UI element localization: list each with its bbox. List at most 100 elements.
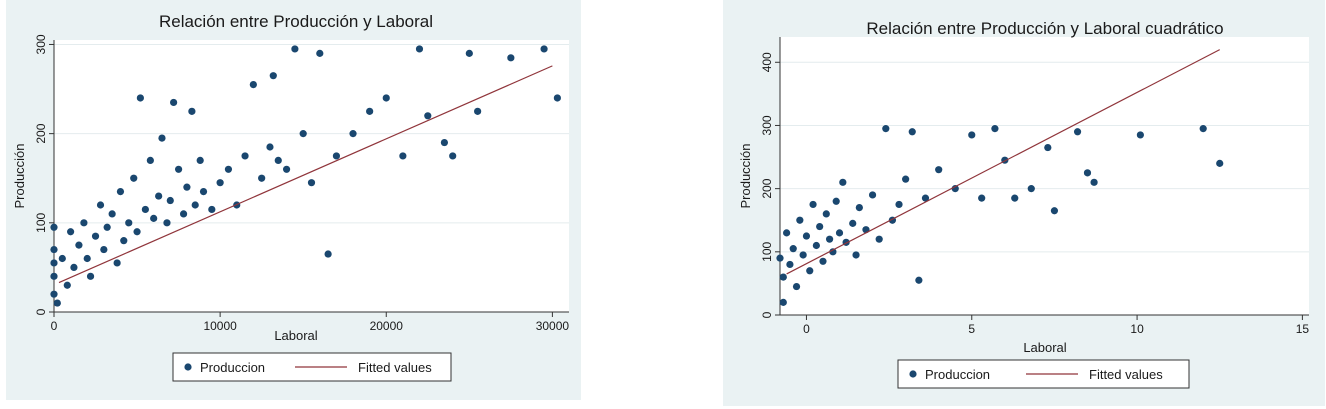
data-point bbox=[67, 228, 75, 236]
data-point bbox=[1027, 185, 1035, 193]
data-point bbox=[1044, 143, 1052, 152]
left-scatter-chart: 0 100 200 300 0 10000 20000 30000 Relación entre… bbox=[12, 12, 570, 382]
data-point bbox=[474, 107, 482, 115]
data-point bbox=[282, 165, 291, 173]
data-point bbox=[507, 54, 515, 62]
data-point bbox=[266, 143, 274, 151]
data-point bbox=[224, 165, 233, 173]
data-point bbox=[968, 131, 976, 139]
x-tick-label: 15 bbox=[1296, 322, 1310, 336]
data-point bbox=[86, 272, 95, 280]
data-point bbox=[50, 259, 58, 267]
data-point bbox=[1136, 131, 1144, 139]
data-point bbox=[895, 200, 903, 209]
data-point bbox=[935, 166, 943, 174]
legend-box bbox=[897, 359, 1190, 389]
data-point bbox=[183, 183, 191, 191]
data-point bbox=[465, 49, 473, 57]
data-point bbox=[208, 205, 216, 214]
data-point bbox=[1090, 178, 1098, 186]
y-tick-label: 100 bbox=[34, 212, 48, 232]
right-scatter-chart: 0 100 200 300 400 0 5 10 15 Relación entre Produc… bbox=[738, 19, 1310, 389]
data-point bbox=[366, 107, 374, 115]
y-tick-label: 300 bbox=[34, 34, 48, 54]
y-tick-label: 300 bbox=[760, 115, 774, 135]
data-point bbox=[166, 196, 174, 205]
x-tick-label: 0 bbox=[803, 322, 810, 336]
plot-area bbox=[780, 37, 1309, 315]
data-point bbox=[50, 272, 58, 280]
data-point bbox=[868, 191, 877, 199]
data-point bbox=[779, 273, 787, 281]
data-point bbox=[249, 80, 257, 89]
right-chart-panel: 0 100 200 300 400 0 5 10 15 Relación entre Produc… bbox=[723, 0, 1325, 406]
data-point bbox=[53, 299, 61, 307]
data-point bbox=[58, 254, 66, 263]
data-point bbox=[792, 282, 801, 291]
data-point bbox=[829, 248, 837, 256]
y-tick-label: 200 bbox=[760, 178, 774, 198]
data-point bbox=[852, 251, 860, 259]
data-point bbox=[136, 94, 144, 102]
x-axis-label: Laboral bbox=[1023, 340, 1066, 355]
data-point bbox=[103, 223, 111, 231]
data-point bbox=[332, 152, 341, 160]
data-point bbox=[789, 245, 797, 253]
y-tick-label: 400 bbox=[760, 52, 774, 72]
data-point bbox=[796, 216, 804, 224]
data-point bbox=[799, 251, 807, 259]
data-point bbox=[978, 194, 986, 202]
data-point bbox=[241, 152, 249, 160]
left-chart-panel: 0 100 200 300 0 10000 20000 30000 Relación entre… bbox=[6, 0, 581, 400]
data-point bbox=[120, 237, 128, 245]
data-point bbox=[779, 298, 787, 306]
data-point bbox=[835, 229, 844, 237]
data-point bbox=[50, 245, 58, 254]
data-point bbox=[849, 219, 857, 227]
data-point bbox=[816, 222, 824, 231]
y-tick-label: 0 bbox=[760, 311, 774, 318]
data-point bbox=[130, 174, 138, 182]
data-point bbox=[258, 174, 266, 182]
legend-marker-produccion bbox=[909, 370, 917, 378]
fitted-line bbox=[58, 65, 553, 284]
legend: Produccion Fitted values bbox=[172, 352, 452, 382]
x-tick-label: 10000 bbox=[203, 319, 237, 333]
data-point bbox=[116, 188, 125, 196]
y-axis-label: Producción bbox=[738, 143, 753, 208]
data-point bbox=[50, 223, 58, 231]
data-point bbox=[783, 229, 791, 237]
data-point bbox=[1199, 125, 1207, 133]
y-tick-label: 100 bbox=[760, 241, 774, 261]
data-point bbox=[75, 241, 83, 249]
data-point bbox=[158, 134, 166, 142]
data-point bbox=[449, 152, 457, 160]
data-point bbox=[199, 188, 208, 196]
x-tick-label: 30000 bbox=[536, 319, 570, 333]
data-point bbox=[832, 197, 840, 205]
data-point bbox=[70, 263, 78, 272]
data-point bbox=[540, 45, 548, 53]
data-point bbox=[921, 194, 930, 202]
data-point bbox=[825, 235, 834, 243]
x-axis-label: Laboral bbox=[274, 328, 317, 343]
data-point bbox=[141, 205, 149, 214]
data-point bbox=[196, 156, 204, 164]
data-point bbox=[819, 257, 827, 265]
legend-label-fitted: Fitted values bbox=[1089, 367, 1163, 382]
data-point bbox=[291, 45, 299, 53]
data-point bbox=[349, 130, 357, 138]
legend-label-fitted: Fitted values bbox=[358, 360, 432, 375]
data-point bbox=[83, 254, 91, 263]
data-point bbox=[1216, 159, 1224, 167]
y-tick-label: 200 bbox=[34, 123, 48, 143]
data-point bbox=[415, 45, 424, 53]
data-point bbox=[812, 241, 820, 250]
data-point bbox=[150, 214, 158, 222]
legend-label-produccion: Produccion bbox=[925, 367, 990, 382]
data-point bbox=[882, 125, 890, 133]
data-point bbox=[776, 254, 784, 262]
x-tick-label: 10 bbox=[1130, 322, 1144, 336]
data-point bbox=[216, 179, 224, 187]
data-point bbox=[951, 185, 959, 193]
